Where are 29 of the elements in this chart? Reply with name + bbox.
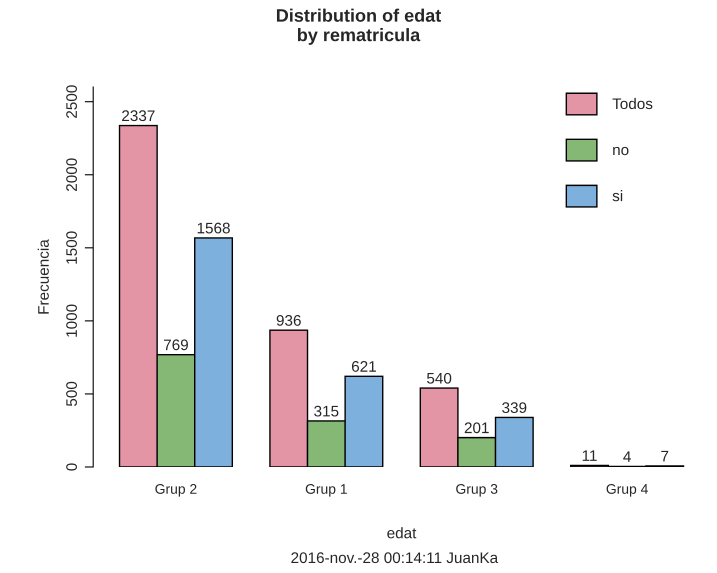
x-tick-label: Grup 4: [606, 484, 648, 497]
data-label: 621: [352, 361, 376, 372]
x-tick-label: Grup 2: [155, 484, 196, 497]
data-label: 4: [623, 451, 631, 462]
y-tick-label: 2500: [66, 85, 77, 118]
data-label: 201: [464, 422, 489, 434]
data-label: 315: [314, 406, 338, 417]
y-tick-label: 0: [66, 463, 77, 471]
legend-label: si: [612, 190, 622, 202]
data-label: 769: [164, 339, 188, 350]
data-label: 7: [661, 450, 668, 462]
y-tick-label: 500: [66, 382, 77, 406]
x-axis-title: edat: [387, 527, 416, 538]
y-tick-label: 2000: [66, 158, 77, 191]
text: 2016-nov.-28 00:14:11 JuanKa: [291, 552, 498, 564]
chart-title: Distribution of edat by rematricula: [276, 8, 442, 45]
data-label: 936: [276, 315, 301, 326]
legend-label: no: [613, 146, 629, 156]
x-tick-label: Grup 3: [456, 484, 498, 497]
data-label: 1568: [198, 222, 230, 234]
y-tick-label: 1000: [66, 304, 77, 337]
data-label: 540: [426, 372, 452, 384]
legend-label: Todos: [612, 98, 652, 110]
x-tick-label: Grup 1: [306, 484, 347, 497]
data-label: 339: [502, 402, 526, 414]
y-axis-title: Frecuencia: [38, 239, 49, 314]
data-label: 2337: [122, 110, 155, 122]
y-tick-label: 1500: [66, 231, 77, 264]
data-label: 11: [582, 450, 597, 461]
